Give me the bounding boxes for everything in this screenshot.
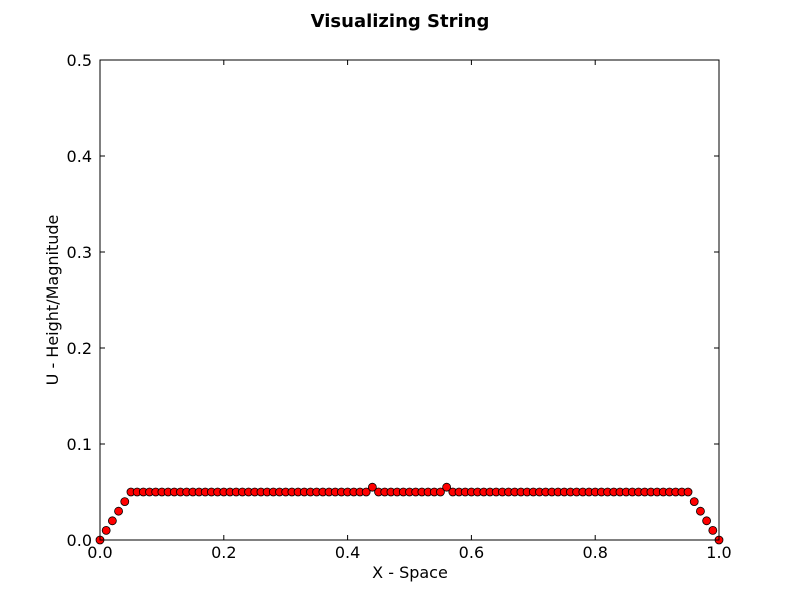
y-tick-label: 0.3 [67,243,92,262]
data-points [95,482,724,545]
x-tick-label: 0.6 [459,543,484,562]
y-axis-label: U - Height/Magnitude [43,215,62,386]
data-point [708,526,718,535]
x-tick-label: 0.8 [582,543,607,562]
data-point [107,516,117,526]
y-tick-label: 0.4 [67,147,92,166]
data-point [361,487,371,497]
chart-title: Visualizing String [311,11,490,32]
data-point [114,506,123,516]
x-tick-label: 0.0 [87,543,112,562]
data-point [120,497,130,507]
x-axis-label: X - Space [372,563,448,582]
x-tick-label: 1.0 [706,543,731,562]
x-tick-label: 0.4 [335,543,360,562]
plot-frame [99,59,720,541]
data-point [367,482,377,492]
data-point [689,497,699,507]
y-tick-label: 0.0 [67,531,92,550]
axis-ticks: 0.0 0.2 0.4 0.6 0.8 1.0 0.0 0.1 0.2 0.3 0.4 0.5 [67,51,732,562]
data-point [696,506,705,516]
data-point [436,487,445,497]
y-tick-label: 0.5 [67,51,92,70]
data-point [702,516,712,526]
x-tick-label: 0.2 [211,543,236,562]
y-tick-label: 0.1 [67,435,92,454]
data-point [683,487,693,497]
y-tick-label: 0.2 [67,339,92,358]
data-point [442,482,452,492]
data-point [101,526,111,535]
